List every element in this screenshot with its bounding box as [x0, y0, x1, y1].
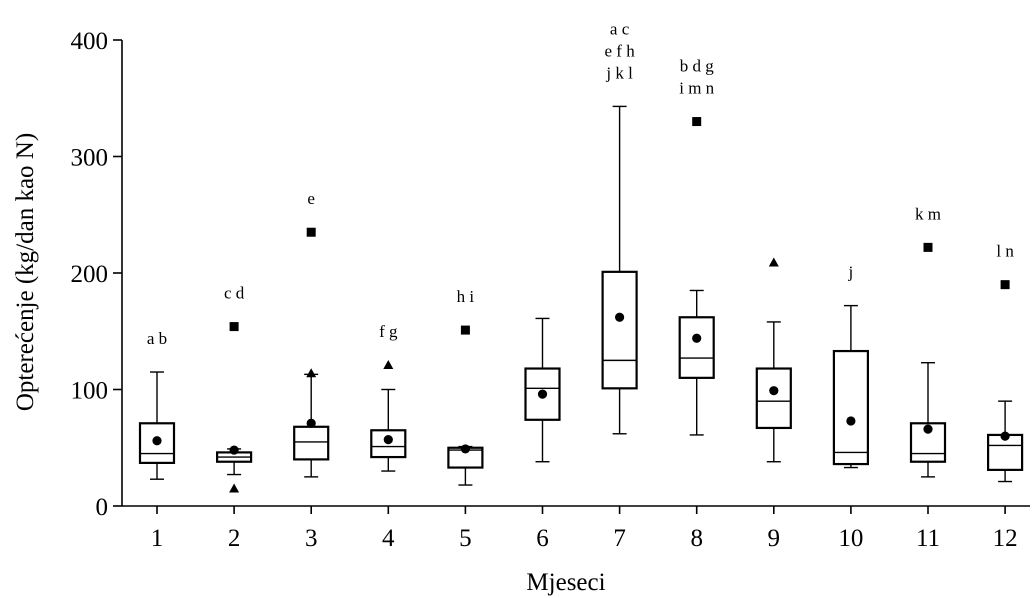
- box-group-7: a c e f h j k l: [601, 19, 638, 435]
- y-axis-title: Opterećenje (kg/dan kao N): [12, 133, 39, 411]
- x-tick-label: 3: [305, 525, 318, 552]
- mean-dot: [460, 444, 470, 454]
- extreme-square: [306, 227, 316, 237]
- y-tick-label: 100: [71, 378, 109, 405]
- box-group-6: [524, 317, 561, 463]
- box-group-11: k m: [909, 204, 947, 478]
- x-tick-label: 8: [690, 525, 703, 552]
- mean-dot: [537, 389, 548, 399]
- significance-letters: k m: [915, 204, 941, 223]
- chart-marks: a b c d e f g h i a c e f h j k l b d g i m n j k m…: [138, 19, 1024, 493]
- iqr-box: [986, 433, 1024, 471]
- mean-dot: [306, 418, 316, 428]
- significance-letters: h i: [457, 287, 475, 306]
- iqr-box: [755, 367, 792, 430]
- iqr-box: [601, 270, 638, 390]
- extreme-square: [923, 242, 933, 252]
- outlier-triangle: [768, 257, 779, 267]
- significance-letters: j k l: [605, 63, 633, 82]
- significance-letters: c d: [224, 284, 245, 303]
- x-axis-title: Mjeseci: [526, 569, 605, 596]
- box-group-10: j: [832, 263, 870, 469]
- x-tick-label: 9: [768, 525, 781, 552]
- significance-letters: f g: [379, 322, 398, 341]
- mean-dot: [923, 424, 933, 434]
- significance-letters: b d g: [680, 57, 715, 76]
- box-group-3: e: [293, 189, 330, 478]
- box-group-5: h i: [447, 287, 484, 486]
- x-tick-label: 2: [228, 525, 241, 552]
- outlier-triangle: [306, 368, 317, 378]
- x-tick-label: 11: [916, 525, 940, 552]
- mean-dot: [692, 333, 702, 343]
- x-tick-label: 5: [459, 525, 472, 552]
- box-group-4: f g: [370, 322, 407, 472]
- mean-dot: [769, 386, 779, 396]
- x-tick-label: 10: [838, 525, 863, 552]
- significance-letters: j: [848, 263, 854, 282]
- box-group-8: b d g i m n: [678, 57, 715, 436]
- extreme-square: [692, 117, 702, 127]
- mean-dot: [383, 434, 393, 445]
- extreme-square: [229, 322, 239, 332]
- significance-letters: a b: [147, 329, 167, 348]
- box-group-2: c d: [216, 284, 253, 493]
- significance-letters: i m n: [679, 79, 714, 98]
- outlier-triangle: [229, 483, 240, 493]
- y-tick-label: 300: [71, 145, 109, 172]
- outlier-triangle: [383, 360, 394, 370]
- mean-dot: [229, 445, 239, 455]
- mean-dot: [846, 416, 856, 426]
- x-tick-label: 1: [151, 525, 164, 552]
- mean-dot: [1000, 431, 1010, 441]
- iqr-box: [678, 316, 715, 379]
- significance-letters: e: [307, 189, 315, 208]
- iqr-box: [293, 425, 330, 461]
- box-group-1: a b: [138, 329, 176, 480]
- box-group-12: l n: [986, 242, 1024, 483]
- x-tick-label: 7: [613, 525, 626, 552]
- box-group-9: [755, 257, 792, 463]
- y-tick-label: 0: [96, 494, 109, 521]
- x-tick-label: 12: [993, 525, 1018, 552]
- mean-dot: [152, 436, 162, 446]
- significance-letters: e f h: [604, 41, 635, 60]
- extreme-square: [460, 325, 470, 335]
- x-tick-label: 4: [382, 525, 395, 552]
- significance-letters: l n: [996, 242, 1014, 261]
- iqr-box: [832, 349, 870, 466]
- x-tick-label: 6: [536, 525, 549, 552]
- mean-dot: [615, 312, 625, 322]
- significance-letters: a c: [610, 19, 630, 38]
- extreme-square: [1000, 280, 1010, 290]
- y-tick-label: 400: [71, 28, 109, 55]
- y-tick-label: 200: [71, 261, 109, 288]
